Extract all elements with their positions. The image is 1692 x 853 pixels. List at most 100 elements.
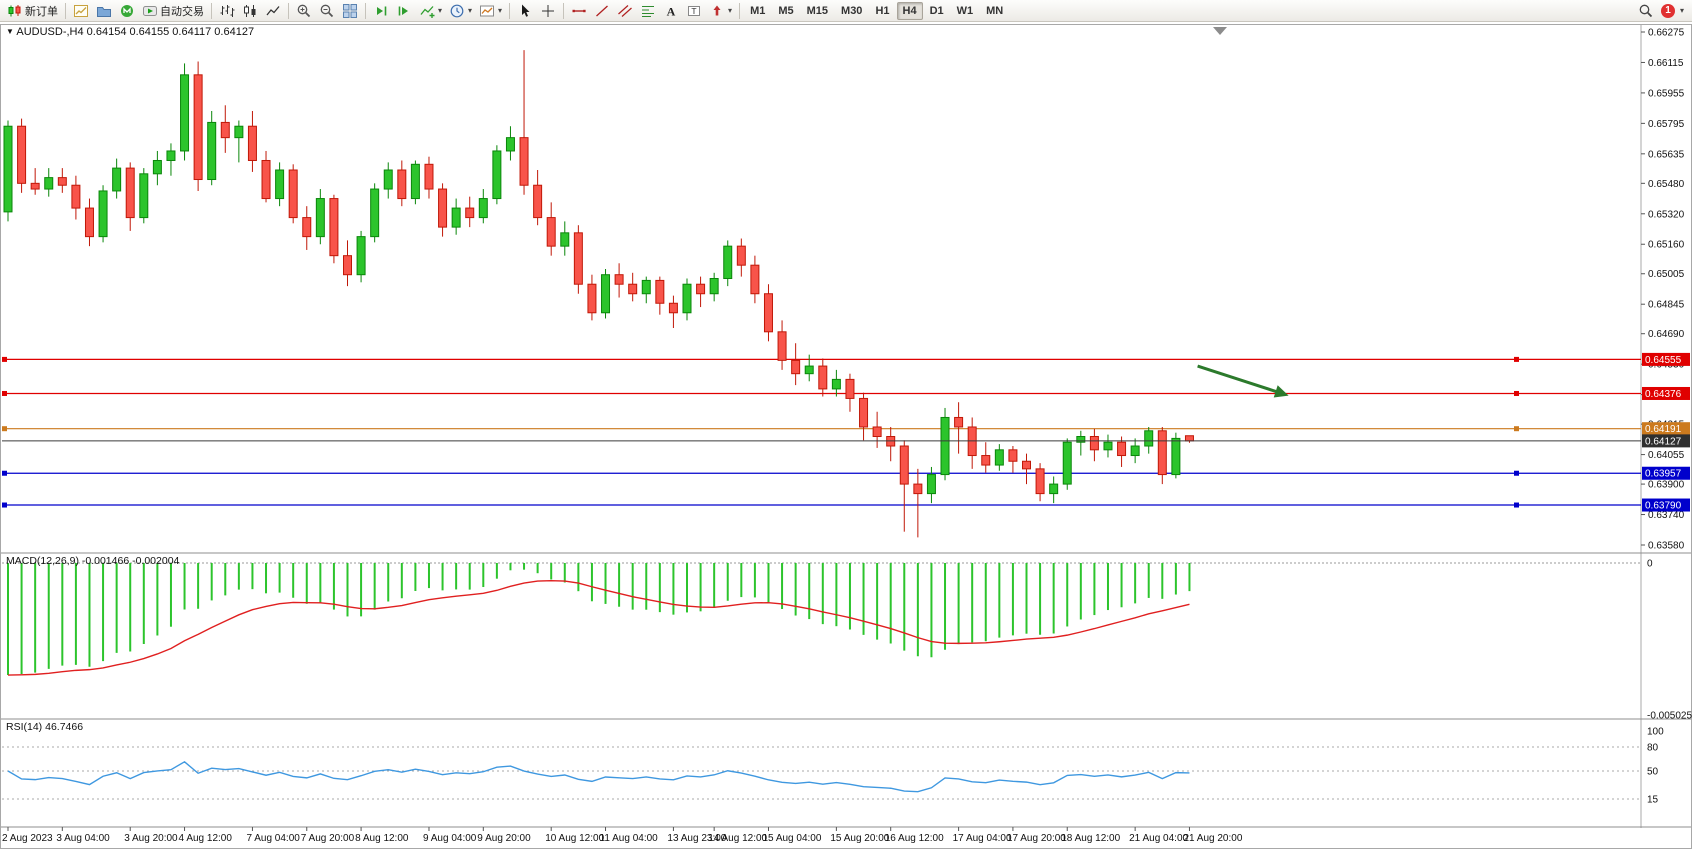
line-chart-button[interactable]: [262, 1, 284, 21]
svg-text:3 Aug 20:00: 3 Aug 20:00: [124, 833, 178, 844]
svg-text:0.65635: 0.65635: [1648, 149, 1685, 160]
candlestick-chart-button[interactable]: [239, 1, 261, 21]
templates-icon: [480, 5, 495, 16]
cursor-button[interactable]: [514, 1, 536, 21]
svg-text:7 Aug 20:00: 7 Aug 20:00: [301, 833, 355, 844]
toolbar-separator: [365, 2, 366, 19]
text-tool-button[interactable]: A: [660, 1, 682, 21]
timeframe-d1-button[interactable]: D1: [929, 4, 944, 17]
svg-text:7 Aug 04:00: 7 Aug 04:00: [246, 833, 300, 844]
svg-text:10 Aug 12:00: 10 Aug 12:00: [545, 833, 604, 844]
metaquotes-button[interactable]: [116, 1, 138, 21]
macd-pane: 0 -0.005025: [2, 559, 1692, 722]
svg-text:0.63740: 0.63740: [1648, 510, 1685, 521]
svg-text:0.64191: 0.64191: [1645, 424, 1682, 435]
svg-text:21 Aug 04:00: 21 Aug 04:00: [1129, 833, 1188, 844]
timeframe-w1-button[interactable]: W1: [956, 4, 974, 17]
svg-text:0.65480: 0.65480: [1648, 179, 1685, 190]
timeframe-m15-button[interactable]: M15: [806, 4, 829, 17]
horizontal-line-object[interactable]: [2, 502, 1641, 508]
arrows-tool-button[interactable]: ▾: [706, 1, 735, 21]
toolbar-separator: [563, 2, 565, 19]
search-icon: [1639, 4, 1653, 17]
svg-text:-0.005025: -0.005025: [1647, 711, 1692, 722]
new-order-button[interactable]: 新订单: [4, 1, 61, 21]
periods-button[interactable]: ▾: [446, 1, 475, 21]
toolbar-right-cluster: 1 ▾: [1635, 1, 1688, 21]
rsi-name: RSI(14): [6, 721, 43, 733]
horizontal-line-tool-button[interactable]: [568, 1, 590, 21]
tile-windows-button[interactable]: [339, 1, 361, 21]
notification-badge[interactable]: 1: [1660, 3, 1675, 18]
chart-frame: [0, 24, 1692, 849]
indicators-button[interactable]: ▾: [416, 1, 445, 21]
trendline-icon: [596, 5, 608, 16]
macd-values: -0.001466 -0.002004: [81, 555, 180, 567]
search-button[interactable]: [1635, 1, 1657, 21]
chart-shift-button[interactable]: [393, 1, 415, 21]
svg-text:50: 50: [1647, 767, 1659, 778]
svg-text:T: T: [691, 5, 696, 15]
horizontal-line-object[interactable]: [2, 390, 1641, 396]
timeframe-h4-button[interactable]: H4: [896, 1, 923, 20]
timeframe-m1-button[interactable]: M1: [750, 4, 766, 17]
auto-scroll-button[interactable]: [370, 1, 392, 21]
svg-text:0: 0: [1647, 559, 1653, 570]
svg-text:0.63790: 0.63790: [1645, 501, 1682, 512]
line-chart-icon: [266, 5, 280, 15]
one-click-trading-toggle[interactable]: ▼: [6, 27, 14, 36]
svg-text:8 Aug 12:00: 8 Aug 12:00: [355, 833, 409, 844]
zoom-out-button[interactable]: [316, 1, 338, 21]
svg-text:0.63900: 0.63900: [1648, 480, 1685, 491]
svg-text:9 Aug 20:00: 9 Aug 20:00: [477, 833, 531, 844]
timeframe-h1-button[interactable]: H1: [875, 4, 890, 17]
candles-layer: [3, 50, 1194, 538]
autotrading-button[interactable]: 自动交易: [139, 1, 207, 21]
text-label-tool-button[interactable]: T: [683, 1, 705, 21]
arrows-tool-icon: [713, 5, 721, 15]
timeframe-m30-button[interactable]: M30: [841, 4, 863, 17]
trendline-tool-button[interactable]: [591, 1, 613, 21]
horizontal-line-object[interactable]: [2, 426, 1641, 432]
svg-text:0.65795: 0.65795: [1648, 119, 1685, 130]
svg-text:2 Aug 2023: 2 Aug 2023: [2, 833, 53, 844]
indicators-icon: [420, 5, 435, 18]
equidistant-channel-tool-button[interactable]: [614, 1, 636, 21]
svg-text:16 Aug 12:00: 16 Aug 12:00: [885, 833, 944, 844]
fibonacci-tool-button[interactable]: [637, 1, 659, 21]
chart-shift-icon: [398, 6, 408, 15]
horizontal-line-icon: [572, 9, 586, 12]
dropdown-caret-icon: ▾: [468, 5, 473, 15]
timeframe-mn-button[interactable]: MN: [986, 4, 1004, 17]
svg-text:0.63957: 0.63957: [1645, 469, 1682, 480]
chart-title-bar: ▼ AUDUSD-,H4 0.64154 0.64155 0.64117 0.6…: [6, 26, 254, 38]
templates-button[interactable]: ▾: [476, 1, 505, 21]
svg-text:0.66275: 0.66275: [1648, 28, 1685, 39]
svg-text:11 Aug 04:00: 11 Aug 04:00: [600, 833, 659, 844]
arrow-object[interactable]: [1197, 364, 1289, 398]
macd-indicator-label: MACD(12,26,9) -0.001466 -0.002004: [6, 555, 179, 567]
zoom-in-icon: [297, 4, 311, 17]
crosshair-button[interactable]: [537, 1, 559, 21]
candlestick-chart-icon: [244, 4, 256, 17]
svg-text:15 Aug 20:00: 15 Aug 20:00: [830, 833, 889, 844]
symbol-period-label: AUDUSD-,H4: [16, 26, 84, 38]
svg-text:0.64376: 0.64376: [1645, 389, 1682, 400]
horizontal-line-object[interactable]: [2, 470, 1641, 476]
toolbar-separator: [211, 2, 212, 19]
zoom-in-button[interactable]: [293, 1, 315, 21]
svg-text:15 Aug 04:00: 15 Aug 04:00: [762, 833, 821, 844]
price-chart[interactable]: 0.66275 0.66115 0.65955 0.65795 0.65635 0.654…: [0, 22, 1692, 853]
new-order-icon: [8, 4, 21, 16]
new-chart-button[interactable]: [70, 1, 92, 21]
timeframe-m5-button[interactable]: M5: [778, 4, 794, 17]
toolbar-separator: [509, 2, 511, 19]
rsi-indicator-label: RSI(14) 46.7466: [6, 721, 83, 733]
bar-chart-button[interactable]: [216, 1, 238, 21]
svg-text:0.64845: 0.64845: [1648, 300, 1685, 311]
chart-shift-marker[interactable]: [1213, 27, 1227, 35]
horizontal-line-object[interactable]: [2, 356, 1641, 362]
profiles-button[interactable]: [93, 1, 115, 21]
toolbar-overflow-caret-icon[interactable]: ▾: [1679, 5, 1684, 15]
